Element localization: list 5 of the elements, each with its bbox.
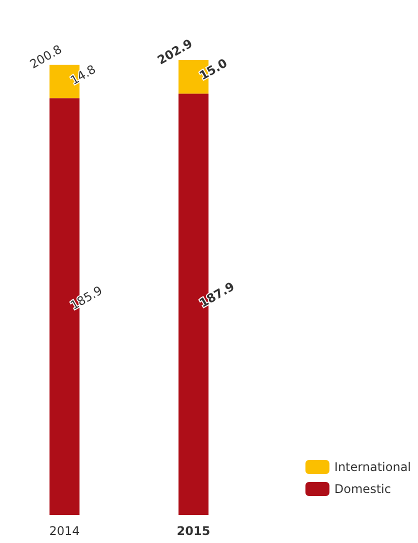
legend-label: International bbox=[334, 460, 412, 474]
legend-label: Domestic bbox=[334, 482, 391, 496]
data-label: 14.8 bbox=[68, 62, 98, 88]
x-tick-label: 2015 bbox=[176, 524, 210, 538]
x-tick-label: 2014 bbox=[49, 524, 80, 538]
